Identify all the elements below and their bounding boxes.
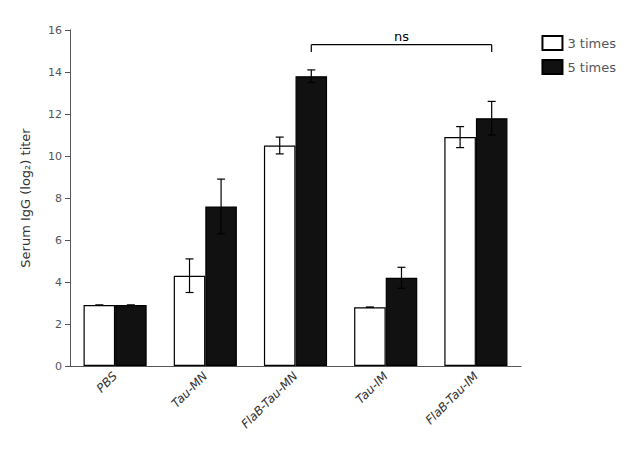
svg-text:8: 8: [55, 192, 62, 205]
svg-text:4: 4: [55, 276, 62, 289]
svg-text:10: 10: [48, 150, 62, 163]
svg-text:5 times: 5 times: [567, 60, 616, 75]
svg-text:FlaB-Tau-IM: FlaB-Tau-IM: [423, 369, 482, 428]
svg-text:3 times: 3 times: [567, 36, 616, 51]
svg-text:14: 14: [48, 66, 62, 79]
svg-text:0: 0: [55, 360, 62, 373]
svg-text:6: 6: [55, 234, 62, 247]
svg-text:Tau-IM: Tau-IM: [353, 369, 391, 407]
svg-text:12: 12: [48, 108, 62, 121]
svg-text:Tau-MN: Tau-MN: [169, 369, 210, 410]
svg-text:Serum IgG (log₂) titer: Serum IgG (log₂) titer: [18, 128, 33, 268]
svg-text:2: 2: [55, 318, 62, 331]
svg-text:PBS: PBS: [94, 369, 120, 395]
svg-text:FlaB-Tau-MN: FlaB-Tau-MN: [238, 369, 300, 431]
svg-text:ns: ns: [394, 29, 409, 44]
svg-text:16: 16: [48, 24, 62, 37]
